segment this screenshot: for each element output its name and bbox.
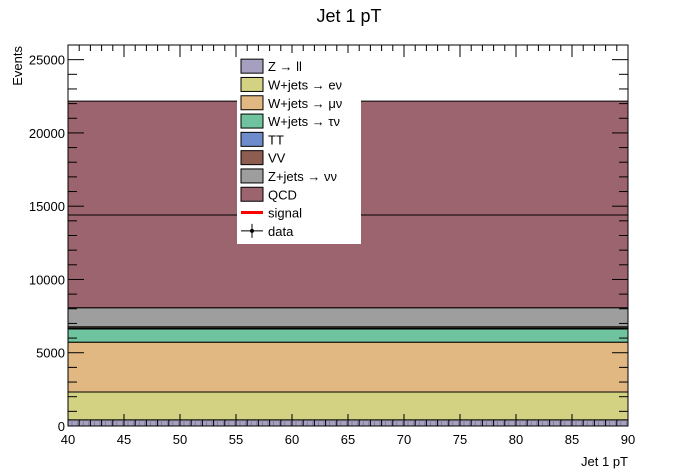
legend-swatch — [240, 131, 264, 147]
axes: 40 45 50 55 60 65 70 75 80 85 90 0 5000 10000 15000 200… — [29, 44, 635, 447]
legend-marker-data-dot — [250, 228, 254, 233]
legend-label: QCD — [268, 187, 297, 202]
y-tick-label: 10000 — [29, 272, 65, 287]
legend-swatch — [240, 150, 264, 166]
y-tick-label: 5000 — [36, 346, 65, 361]
legend-label: Z+jets → νν — [268, 169, 337, 184]
x-tick-label: 65 — [341, 432, 355, 447]
x-tick-label: 80 — [509, 432, 523, 447]
bar-w-jets — [67, 328, 629, 343]
y-tick-label: 15000 — [29, 199, 65, 214]
legend-swatch — [240, 113, 264, 129]
legend-swatch — [240, 168, 264, 184]
x-tick-label: 50 — [173, 432, 187, 447]
x-tick-label: 85 — [565, 432, 579, 447]
x-tick-label: 40 — [61, 432, 75, 447]
x-tick-label: 70 — [397, 432, 411, 447]
x-tick-label: 45 — [117, 432, 131, 447]
legend-swatch — [240, 58, 264, 74]
x-tick-label: 75 — [453, 432, 467, 447]
legend-label: data — [268, 224, 294, 239]
y-tick-label: 20000 — [29, 126, 65, 141]
legend-swatch — [240, 76, 264, 92]
legend-swatch — [240, 95, 264, 111]
legend-label: TT — [268, 132, 284, 147]
y-tick-label: 0 — [58, 419, 65, 434]
legend-label: W+jets → μν — [268, 96, 342, 111]
chart-title: Jet 1 pT — [316, 6, 381, 26]
legend: Z → ll W+jets → eν W+jets → μν W+jets → τν T… — [237, 53, 361, 244]
stacked-bars — [67, 100, 629, 427]
legend-label: W+jets → eν — [268, 77, 342, 92]
x-tick-label: 55 — [229, 432, 243, 447]
x-tick-label: 60 — [285, 432, 299, 447]
legend-label: signal — [268, 206, 302, 221]
y-tick-label: 25000 — [29, 53, 65, 68]
bar-w-jets — [67, 341, 629, 393]
x-axis-label: Jet 1 pT — [581, 454, 628, 469]
legend-label: Z → ll — [268, 59, 302, 74]
y-axis-label: Events — [10, 46, 25, 86]
legend-label: VV — [268, 151, 286, 166]
bar-z-jets — [67, 307, 629, 328]
legend-label: W+jets → τν — [268, 114, 340, 129]
legend-swatch — [240, 186, 264, 202]
x-tick-label: 90 — [621, 432, 635, 447]
